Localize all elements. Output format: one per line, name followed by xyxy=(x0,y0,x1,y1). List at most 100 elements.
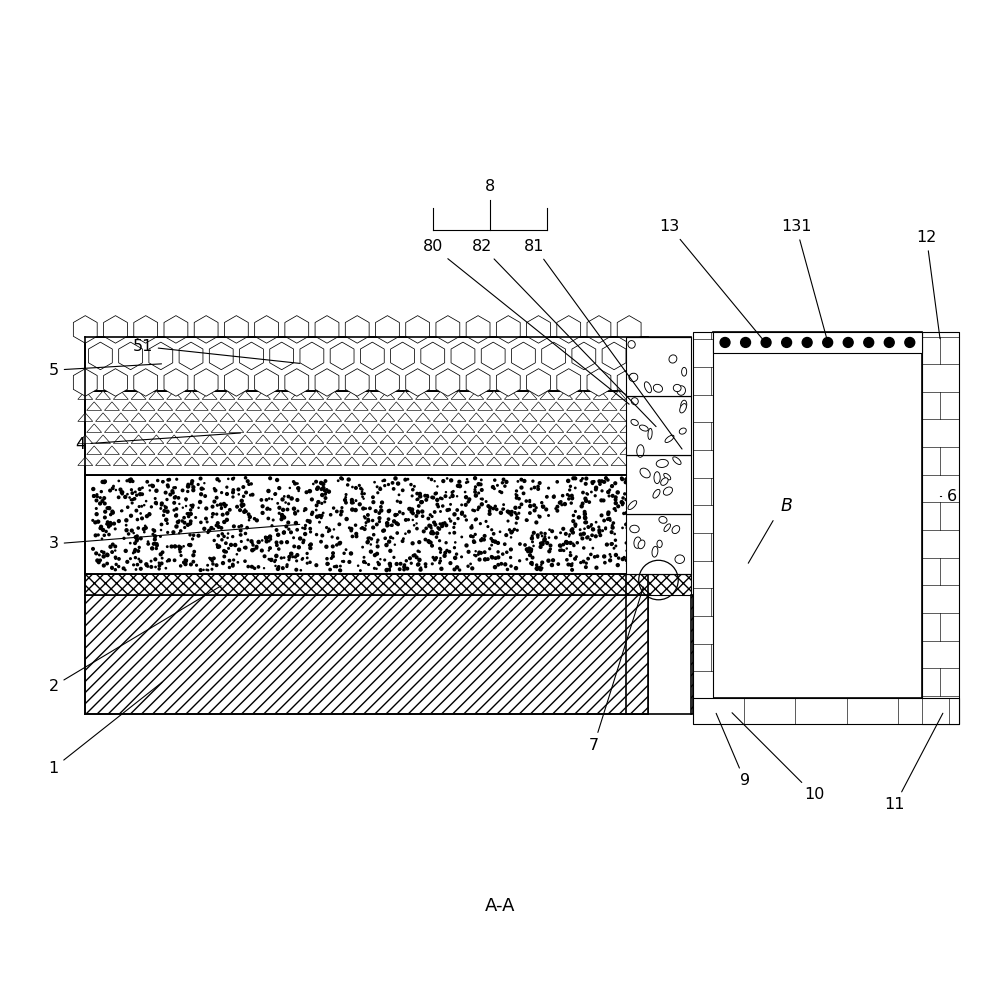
Point xyxy=(379,517,395,533)
Point xyxy=(395,533,411,549)
Point xyxy=(381,503,397,519)
Point xyxy=(288,515,304,531)
Point xyxy=(563,547,579,563)
Point xyxy=(418,559,434,575)
Point xyxy=(560,473,576,489)
Polygon shape xyxy=(558,457,573,466)
Point xyxy=(512,553,528,569)
Point xyxy=(158,485,174,500)
Point xyxy=(88,500,104,516)
Point xyxy=(519,512,535,528)
Point xyxy=(319,519,335,535)
Point xyxy=(522,547,538,563)
Point xyxy=(454,496,470,512)
Point xyxy=(425,525,441,541)
Point xyxy=(467,484,483,499)
Point xyxy=(334,499,350,515)
Point xyxy=(533,557,549,573)
Polygon shape xyxy=(318,402,333,410)
Polygon shape xyxy=(558,413,573,421)
Point xyxy=(100,514,116,530)
Point xyxy=(231,518,247,534)
Point xyxy=(532,475,548,491)
Point xyxy=(446,540,462,556)
Point xyxy=(583,484,599,499)
Point xyxy=(128,529,144,545)
Point xyxy=(577,520,593,536)
Point xyxy=(234,498,250,514)
Point xyxy=(611,550,627,566)
Point xyxy=(498,474,514,490)
Point xyxy=(348,480,364,496)
Point xyxy=(196,521,212,537)
Polygon shape xyxy=(511,343,535,369)
Point xyxy=(127,543,143,559)
Point xyxy=(619,555,635,571)
Polygon shape xyxy=(629,435,644,444)
Polygon shape xyxy=(371,424,386,432)
Point xyxy=(321,522,337,538)
Polygon shape xyxy=(122,402,137,410)
Point xyxy=(143,498,159,514)
Point xyxy=(197,489,213,504)
Point xyxy=(381,511,397,527)
Polygon shape xyxy=(522,413,537,421)
Point xyxy=(210,527,226,543)
Point xyxy=(398,553,414,569)
Point xyxy=(544,557,560,573)
Point xyxy=(303,536,319,552)
Polygon shape xyxy=(424,424,439,432)
Point xyxy=(614,495,630,510)
Polygon shape xyxy=(416,435,430,444)
Point xyxy=(496,501,512,517)
Point xyxy=(418,520,434,536)
Point xyxy=(439,502,455,518)
Ellipse shape xyxy=(680,403,686,413)
Point xyxy=(302,514,318,530)
Point xyxy=(290,476,306,492)
Polygon shape xyxy=(193,402,208,410)
Point xyxy=(166,495,182,510)
Point xyxy=(420,470,436,486)
Ellipse shape xyxy=(673,457,681,465)
Polygon shape xyxy=(273,413,288,421)
Point xyxy=(605,488,621,503)
Circle shape xyxy=(843,338,853,348)
Point xyxy=(386,481,402,496)
Point xyxy=(492,524,508,540)
Point xyxy=(457,508,473,524)
Polygon shape xyxy=(549,446,564,455)
Point xyxy=(449,559,465,575)
Point xyxy=(177,514,193,530)
Point xyxy=(553,494,569,509)
Point xyxy=(602,552,618,568)
Point xyxy=(382,556,398,572)
Polygon shape xyxy=(558,391,573,399)
Ellipse shape xyxy=(656,460,668,468)
Point xyxy=(249,540,265,556)
Bar xyxy=(626,595,648,714)
Point xyxy=(321,520,337,536)
Point xyxy=(258,492,274,507)
Point xyxy=(602,512,618,528)
Point xyxy=(360,533,376,549)
Point xyxy=(426,514,442,530)
Point xyxy=(441,501,457,517)
Point xyxy=(496,472,512,488)
Point xyxy=(140,536,156,552)
Polygon shape xyxy=(406,368,430,396)
Point xyxy=(129,531,145,547)
Polygon shape xyxy=(433,413,448,421)
Point xyxy=(279,558,295,574)
Point xyxy=(269,537,285,553)
Point xyxy=(124,486,140,501)
Point xyxy=(502,504,518,520)
Ellipse shape xyxy=(669,355,677,363)
Point xyxy=(178,493,194,508)
Point xyxy=(454,549,470,565)
Point xyxy=(216,548,232,564)
Point xyxy=(341,554,357,570)
Point xyxy=(596,512,612,528)
Point xyxy=(267,554,283,570)
Point xyxy=(111,490,127,505)
